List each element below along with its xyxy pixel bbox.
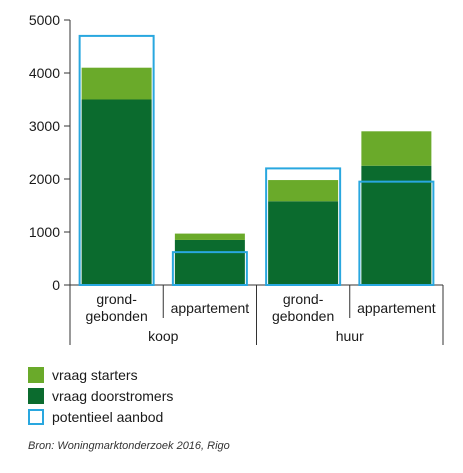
bar-starters (361, 131, 432, 166)
legend-item-aanbod: potentieel aanbod (28, 406, 173, 427)
y-tick-label: 3000 (29, 118, 60, 134)
bar-outline-aanbod (171, 251, 248, 286)
legend-swatch-starters (28, 366, 44, 383)
bar-starters (174, 233, 245, 240)
legend-label-doorstromers: vraag doorstromers (52, 387, 174, 404)
bar-starters (268, 180, 339, 202)
x-category-label: appartement (171, 300, 250, 316)
legend-item-starters: vraag starters (28, 364, 173, 385)
x-category-label: gebonden (272, 308, 334, 324)
y-tick-label: 2000 (29, 171, 60, 187)
x-category-label: gebonden (85, 308, 147, 324)
legend-label-starters: vraag starters (52, 366, 138, 383)
y-tick-label: 4000 (29, 65, 60, 81)
legend: vraag starters vraag doorstromers potent… (28, 364, 173, 427)
x-category-label: appartement (357, 300, 436, 316)
legend-swatch-doorstromers (28, 387, 44, 404)
bar-doorstromers (174, 239, 245, 285)
bar-outline-aanbod (78, 34, 155, 287)
x-group-label: koop (148, 328, 179, 344)
bar-doorstromers (268, 201, 339, 285)
x-group-label: huur (336, 328, 364, 344)
y-tick-label: 5000 (29, 12, 60, 28)
x-category-label: grond- (283, 291, 324, 307)
x-category-label: grond- (96, 291, 137, 307)
bar-starters (81, 67, 152, 100)
legend-label-aanbod: potentieel aanbod (52, 408, 164, 425)
bar-outline-aanbod (358, 180, 435, 286)
stacked-bar-chart: 0 1000 2000 3000 4000 5000 grond-gebonden appar… (29, 12, 444, 345)
bar-outline-aanbod (265, 167, 342, 286)
y-tick-label: 0 (52, 277, 60, 293)
bar-doorstromers (361, 165, 432, 285)
legend-item-doorstromers: vraag doorstromers (28, 385, 173, 406)
bar-doorstromers (81, 99, 152, 285)
legend-swatch-aanbod (28, 408, 44, 425)
source-note: Bron: Woningmarktonderzoek 2016, Rigo (28, 440, 230, 452)
y-tick-label: 1000 (29, 224, 60, 240)
